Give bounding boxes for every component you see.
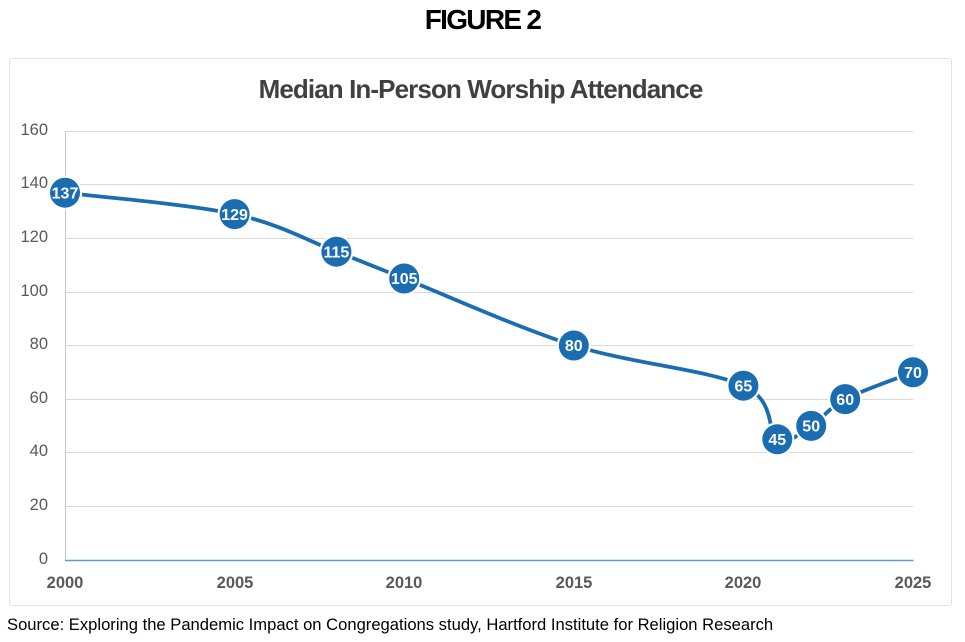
svg-text:80: 80: [565, 338, 583, 355]
svg-text:65: 65: [735, 378, 753, 395]
svg-text:60: 60: [836, 392, 854, 409]
svg-text:129: 129: [221, 207, 248, 224]
svg-text:45: 45: [768, 432, 786, 449]
svg-text:137: 137: [52, 185, 79, 202]
svg-text:50: 50: [802, 419, 820, 436]
svg-text:115: 115: [323, 244, 349, 261]
svg-text:105: 105: [391, 271, 418, 288]
svg-text:70: 70: [904, 365, 922, 382]
